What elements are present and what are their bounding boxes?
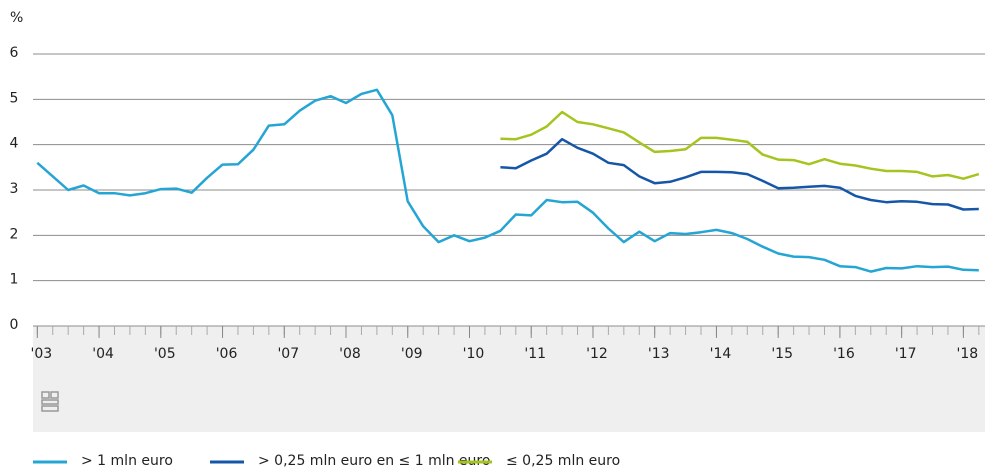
x-tick-label: '14 <box>710 346 732 362</box>
x-tick-label: '04 <box>92 346 114 362</box>
y-tick-label: 6 <box>10 45 19 61</box>
x-tick-label: '03 <box>30 346 52 362</box>
y-tick-label: 4 <box>10 136 19 152</box>
legend-label: > 0,25 mln euro en ≤ 1 mln euro <box>258 453 490 468</box>
y-tick-label: 2 <box>10 226 19 242</box>
x-tick-label: '05 <box>154 346 176 362</box>
x-tick-label: '15 <box>771 346 793 362</box>
y-tick-label: 5 <box>10 90 19 106</box>
y-tick-label: 1 <box>10 272 19 288</box>
x-tick-label: '08 <box>339 346 361 362</box>
legend-label: > 1 mln euro <box>81 453 173 468</box>
x-tick-label: '17 <box>895 346 917 362</box>
x-tick-label: '06 <box>216 346 238 362</box>
x-tick-label: '13 <box>648 346 670 362</box>
x-tick-label: '10 <box>463 346 485 362</box>
series-line <box>500 137 979 211</box>
x-tick-label: '16 <box>833 346 855 362</box>
x-tick-label: '07 <box>277 346 299 362</box>
y-tick-label: 3 <box>10 181 19 197</box>
y-tick-label: 0 <box>10 317 19 333</box>
footer-panel <box>33 326 985 432</box>
x-tick-label: '09 <box>401 346 423 362</box>
x-tick-label: '11 <box>524 346 546 362</box>
legend-label: ≤ 0,25 mln euro <box>506 453 620 468</box>
logo <box>41 391 59 412</box>
series-line <box>36 88 979 273</box>
series-line <box>500 110 980 180</box>
x-tick-label: '12 <box>586 346 608 362</box>
y-axis-label: % <box>10 10 23 26</box>
x-tick-label: '18 <box>957 346 979 362</box>
